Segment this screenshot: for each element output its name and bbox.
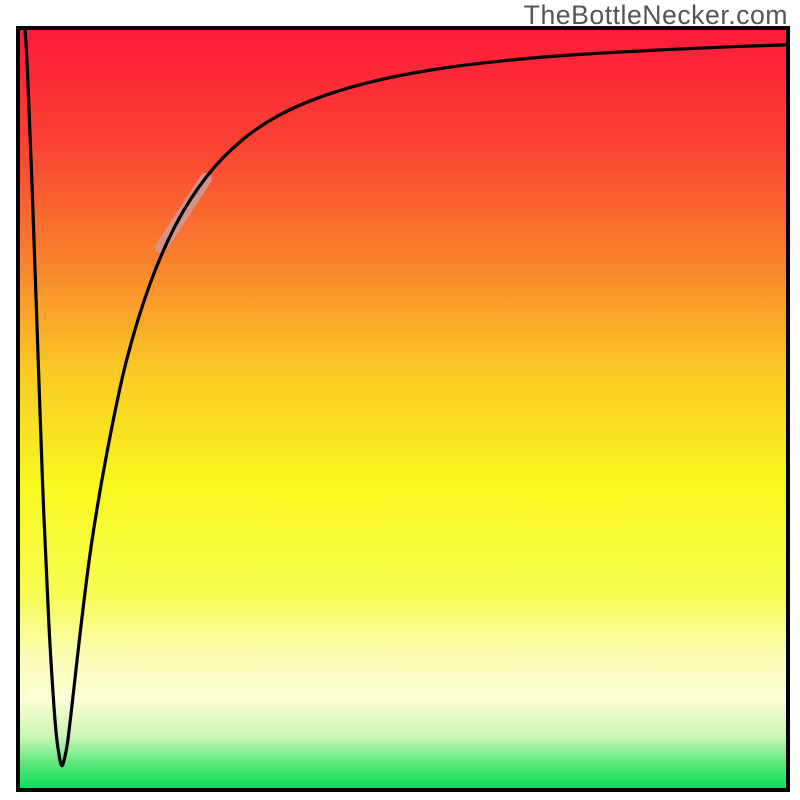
chart-svg bbox=[0, 0, 800, 800]
gradient-background bbox=[18, 28, 788, 790]
bottleneck-chart: TheBottleNecker.com bbox=[0, 0, 800, 800]
watermark-text: TheBottleNecker.com bbox=[524, 0, 788, 31]
